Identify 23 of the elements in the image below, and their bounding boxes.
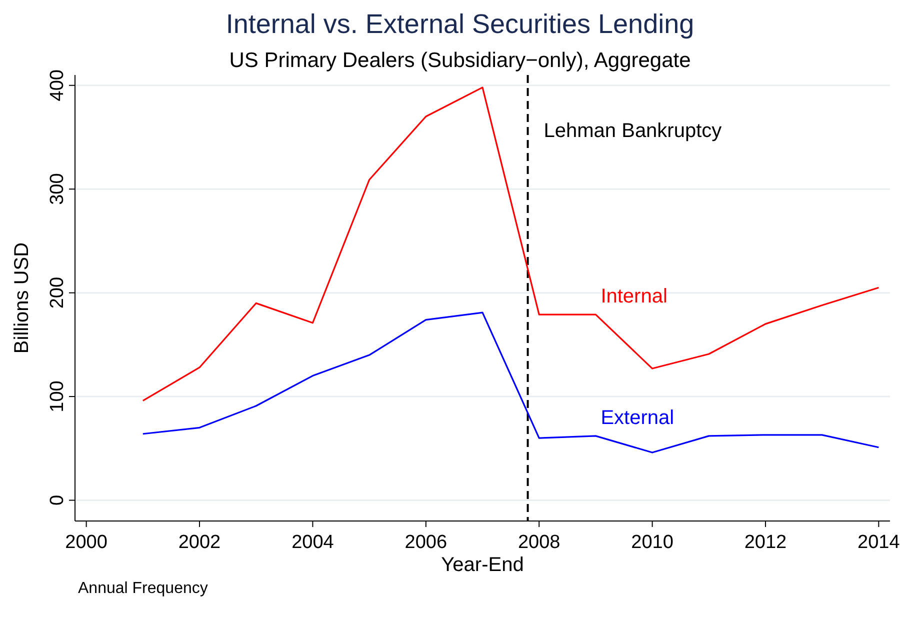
y-axis-title: Billions USD (11, 242, 33, 354)
y-tick-label: 100 (47, 380, 68, 412)
x-tick-label: 2000 (65, 532, 108, 553)
line-series (142, 312, 880, 454)
x-tick-label: 2012 (744, 532, 787, 553)
x-tick-label: 2014 (858, 532, 900, 553)
x-tick-label: 2010 (631, 532, 674, 553)
series-label: Internal (600, 286, 668, 308)
series-label: External (600, 406, 674, 429)
x-tick-label: 2006 (404, 532, 448, 553)
y-tick-label: 300 (47, 173, 68, 205)
line-series (142, 86, 880, 402)
y-tick-label: 0 (47, 494, 68, 506)
x-tick-label: 2002 (178, 532, 221, 553)
chart-title: Internal vs. External Securities Lending (226, 9, 694, 39)
chart-subtitle: US Primary Dealers (Subsidiary−only), Aggregate (229, 49, 691, 72)
x-tick-label: 2008 (518, 532, 560, 553)
ref-line-label: Lehman Bankruptcy (544, 120, 722, 142)
text: Annual Frequency (78, 580, 208, 597)
y-tick-label: 200 (47, 276, 68, 309)
x-tick-label: 2004 (292, 532, 334, 553)
y-tick-label: 400 (47, 70, 68, 102)
x-axis-title: Year-End (441, 554, 524, 576)
